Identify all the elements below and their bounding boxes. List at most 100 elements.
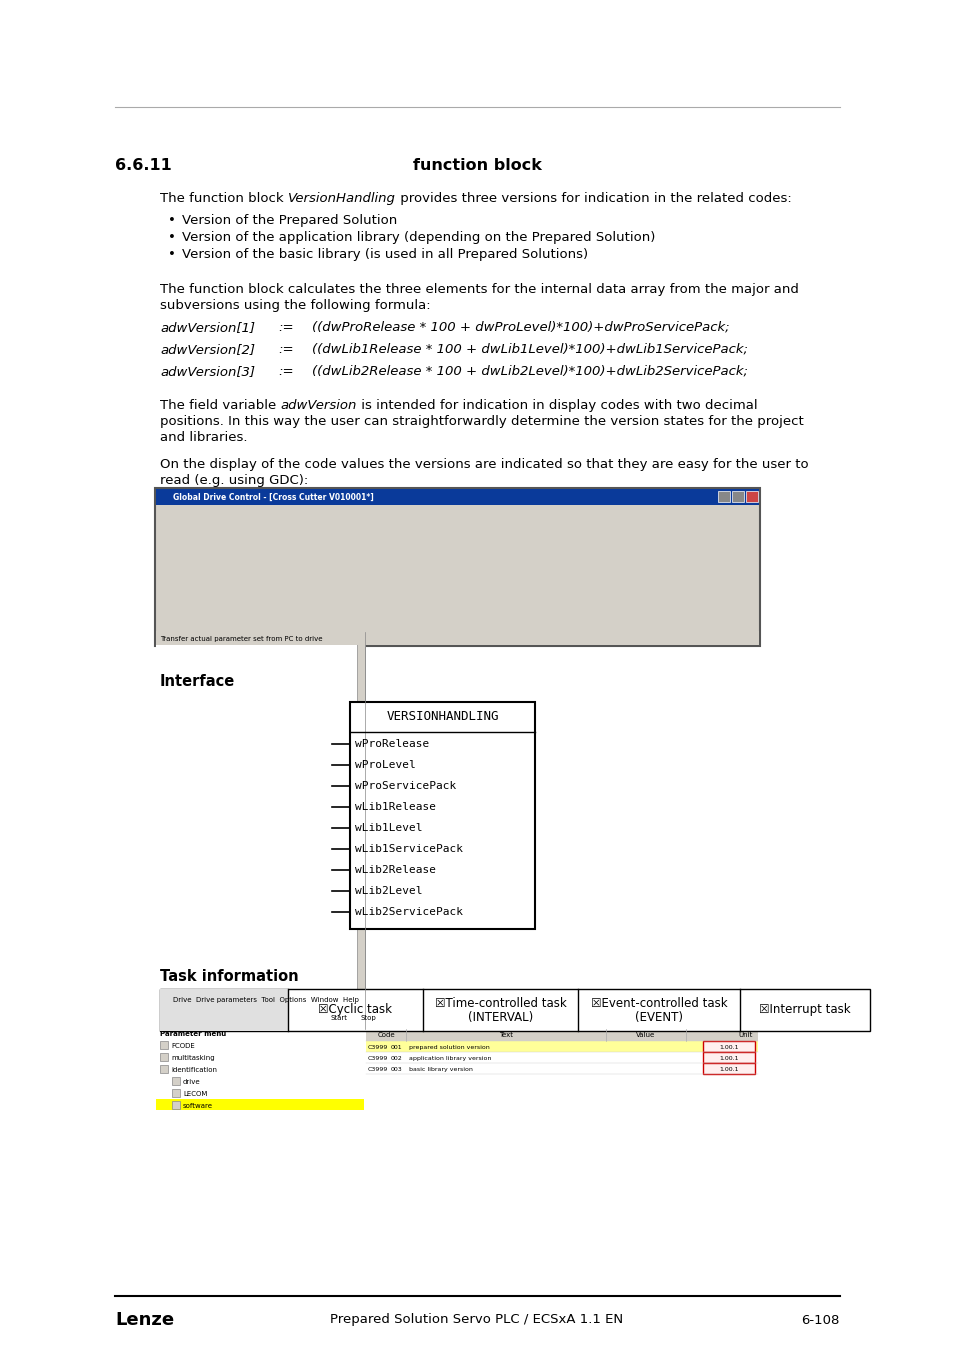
Bar [366, 1062, 758, 1075]
Bar [718, 491, 729, 502]
Bar [156, 1007, 759, 1029]
Text: (INTERVAL): (INTERVAL) [467, 1011, 533, 1023]
Text: :=: := [277, 321, 294, 333]
Bar [160, 1053, 168, 1061]
Text: wLib1Level: wLib1Level [355, 824, 422, 833]
Text: :=: := [277, 343, 294, 356]
Text: LECOM: LECOM [183, 1091, 207, 1098]
Text: positions. In this way the user can straightforwardly determine the version stat: positions. In this way the user can stra… [160, 414, 803, 428]
Text: drive: drive [183, 1079, 200, 1085]
Text: wProRelease: wProRelease [355, 738, 429, 749]
Text: ((dwLib1Release * 100 + dwLib1Level)*100)+dwLib1ServicePack;: ((dwLib1Release * 100 + dwLib1Level)*100… [312, 343, 747, 356]
Text: software: software [183, 1103, 213, 1108]
Text: 1.00.1: 1.00.1 [719, 1056, 738, 1061]
Bar [156, 630, 759, 645]
Bar [702, 1052, 754, 1062]
Text: Unit: Unit [738, 1031, 752, 1038]
Bar [156, 489, 759, 505]
Text: C3999: C3999 [368, 1056, 388, 1061]
Bar [302, 1008, 322, 1026]
Bar [156, 632, 366, 1029]
Text: wLib2Level: wLib2Level [355, 886, 422, 896]
Text: adwVersion[1]: adwVersion[1] [160, 321, 254, 333]
Text: Interface: Interface [160, 674, 235, 688]
Text: Prepared Solution Servo PLC / ECSxA 1.1 EN: Prepared Solution Servo PLC / ECSxA 1.1 … [330, 1314, 623, 1327]
Text: basic library version: basic library version [409, 1066, 473, 1072]
Text: VersionHandling: VersionHandling [288, 192, 395, 205]
Text: identification: identification [171, 1066, 216, 1073]
Text: The function block: The function block [160, 192, 288, 205]
Bar [230, 1008, 250, 1026]
Bar [206, 1008, 226, 1026]
Text: 001: 001 [391, 1045, 402, 1050]
Text: ☒Time-controlled task: ☒Time-controlled task [435, 996, 566, 1010]
Text: Transfer actual parameter set from PC to drive: Transfer actual parameter set from PC to… [160, 636, 322, 643]
Text: On the display of the code values the versions are indicated so that they are ea: On the display of the code values the ve… [160, 458, 808, 471]
Text: Drive  Drive parameters  Tool  Options  Window  Help: Drive Drive parameters Tool Options Wind… [172, 998, 358, 1003]
Bar [182, 1008, 202, 1026]
Text: 002: 002 [391, 1056, 402, 1061]
Bar [356, 632, 365, 1029]
Text: ☒Cyclic task: ☒Cyclic task [318, 1003, 392, 1017]
Text: FCODE: FCODE [171, 1044, 194, 1049]
Text: •: • [168, 248, 175, 261]
Bar [160, 990, 288, 1031]
Bar [731, 491, 743, 502]
Text: Code: Code [376, 1031, 395, 1038]
Text: adwVersion: adwVersion [280, 400, 356, 412]
Text: wProLevel: wProLevel [355, 760, 416, 770]
Text: prepared solution version: prepared solution version [409, 1045, 489, 1050]
Bar [154, 487, 760, 647]
Text: ((dwProRelease * 100 + dwProLevel)*100)+dwProServicePack;: ((dwProRelease * 100 + dwProLevel)*100)+… [312, 321, 729, 333]
Text: subversions using the following formula:: subversions using the following formula: [160, 298, 430, 312]
Text: Version of the basic library (is used in all Prepared Solutions): Version of the basic library (is used in… [182, 248, 587, 261]
Text: •: • [168, 231, 175, 244]
Text: :=: := [277, 364, 294, 378]
Text: 1.00.1: 1.00.1 [719, 1066, 738, 1072]
Text: ☒Interrupt task: ☒Interrupt task [759, 1003, 850, 1017]
Text: C3999: C3999 [368, 1066, 388, 1072]
Text: wProServicePack: wProServicePack [355, 782, 456, 791]
Bar [172, 1102, 180, 1108]
Text: 6-108: 6-108 [801, 1314, 840, 1327]
Bar [702, 1041, 754, 1052]
Bar [160, 990, 869, 1031]
Text: ☒Event-controlled task: ☒Event-controlled task [590, 996, 726, 1010]
Text: 6.6.11: 6.6.11 [115, 158, 172, 173]
Text: application library version: application library version [409, 1056, 491, 1061]
Text: multitasking: multitasking [171, 1054, 214, 1061]
Text: 003: 003 [391, 1066, 402, 1072]
Bar [702, 1062, 754, 1075]
Text: Task information: Task information [160, 969, 298, 984]
Text: function block: function block [412, 158, 541, 173]
Bar [160, 1065, 168, 1073]
Text: Value: Value [636, 1031, 655, 1038]
Bar [156, 1099, 364, 1110]
Bar [160, 1041, 168, 1049]
Text: Version of the Prepared Solution: Version of the Prepared Solution [182, 215, 396, 227]
Bar [745, 491, 758, 502]
Text: wLib2Release: wLib2Release [355, 865, 436, 875]
Bar [366, 1029, 758, 1041]
Bar [253, 1008, 274, 1026]
Text: Stop: Stop [360, 1015, 376, 1021]
Text: Parameter menu: Parameter menu [160, 1031, 226, 1037]
Text: (EVENT): (EVENT) [635, 1011, 682, 1023]
Bar [158, 1008, 178, 1026]
Text: and libraries.: and libraries. [160, 431, 247, 444]
Text: adwVersion[2]: adwVersion[2] [160, 343, 254, 356]
Bar [172, 1077, 180, 1085]
Bar [350, 702, 535, 929]
Text: •: • [168, 215, 175, 227]
Text: wLib2ServicePack: wLib2ServicePack [355, 907, 462, 917]
Text: read (e.g. using GDC):: read (e.g. using GDC): [160, 474, 308, 487]
Bar [172, 1089, 180, 1098]
Text: Start: Start [331, 1015, 348, 1021]
Text: 1.00.1: 1.00.1 [719, 1045, 738, 1050]
Text: ((dwLib2Release * 100 + dwLib2Level)*100)+dwLib2ServicePack;: ((dwLib2Release * 100 + dwLib2Level)*100… [312, 364, 747, 378]
Bar [366, 1052, 758, 1062]
Text: Version of the application library (depending on the Prepared Solution): Version of the application library (depe… [182, 231, 655, 244]
Text: The function block calculates the three elements for the internal data array fro: The function block calculates the three … [160, 284, 798, 296]
Text: adwVersion[3]: adwVersion[3] [160, 364, 254, 378]
Bar [277, 1008, 297, 1026]
